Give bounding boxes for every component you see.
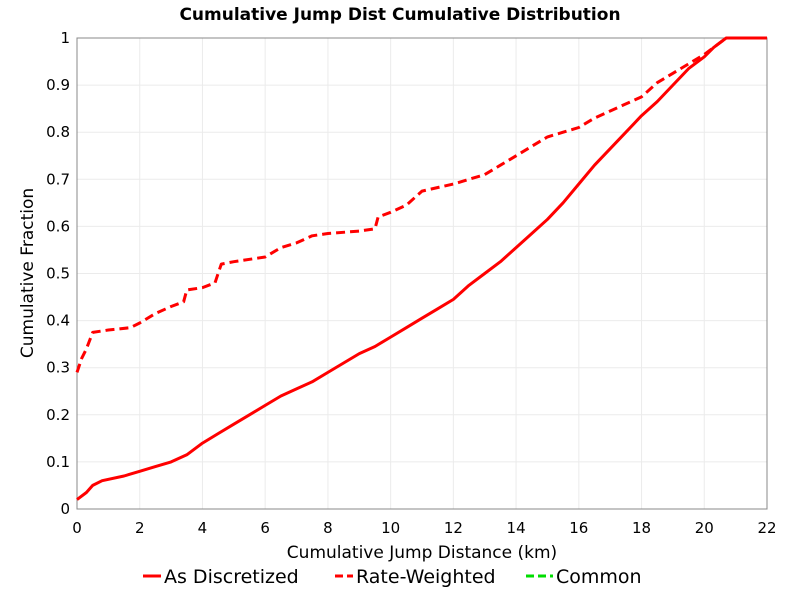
x-tick-label: 4 xyxy=(198,519,208,537)
y-tick-label: 0.7 xyxy=(46,170,70,188)
legend-label-1: Rate-Weighted xyxy=(356,566,496,588)
legend-label-0: As Discretized xyxy=(164,566,299,588)
legend-label-2: Common xyxy=(556,566,642,588)
y-axis-label: Cumulative Fraction xyxy=(18,188,38,358)
y-tick-label: 0.8 xyxy=(46,123,70,141)
y-tick-label: 0.3 xyxy=(46,359,70,377)
x-tick-label: 12 xyxy=(444,519,463,537)
y-tick-label: 0.2 xyxy=(46,406,70,424)
x-tick-label: 8 xyxy=(323,519,333,537)
y-axis-ticks: 0 0.1 0.2 0.3 0.4 0.5 0.6 0.7 0.8 0.9 1 xyxy=(46,29,70,518)
x-tick-label: 14 xyxy=(507,519,526,537)
y-tick-label: 0.6 xyxy=(46,217,70,235)
y-tick-label: 0.9 xyxy=(46,76,70,94)
series-line-0 xyxy=(76,36,767,501)
x-tick-label: 10 xyxy=(381,519,400,537)
x-tick-label: 6 xyxy=(260,519,270,537)
legend: As Discretized Rate-Weighted Common xyxy=(143,566,642,588)
y-tick-label: 0.1 xyxy=(46,453,70,471)
x-tick-label: 2 xyxy=(135,519,145,537)
x-axis-label: Cumulative Jump Distance (km) xyxy=(287,543,557,563)
x-tick-label: 18 xyxy=(632,519,651,537)
chart-title: Cumulative Jump Dist Cumulative Distribu… xyxy=(179,5,620,25)
plot-frame xyxy=(76,37,768,510)
x-tick-label: 22 xyxy=(757,519,776,537)
y-tick-label: 1 xyxy=(60,29,70,47)
y-tick-label: 0 xyxy=(60,500,70,518)
y-tick-label: 0.4 xyxy=(46,312,70,330)
y-tick-label: 0.5 xyxy=(46,265,70,283)
x-tick-label: 0 xyxy=(72,519,82,537)
x-tick-label: 20 xyxy=(695,519,714,537)
series-layer xyxy=(75,36,767,501)
x-tick-label: 16 xyxy=(569,519,588,537)
x-axis-ticks: 0 2 4 6 8 10 12 14 16 18 20 22 xyxy=(72,519,776,537)
